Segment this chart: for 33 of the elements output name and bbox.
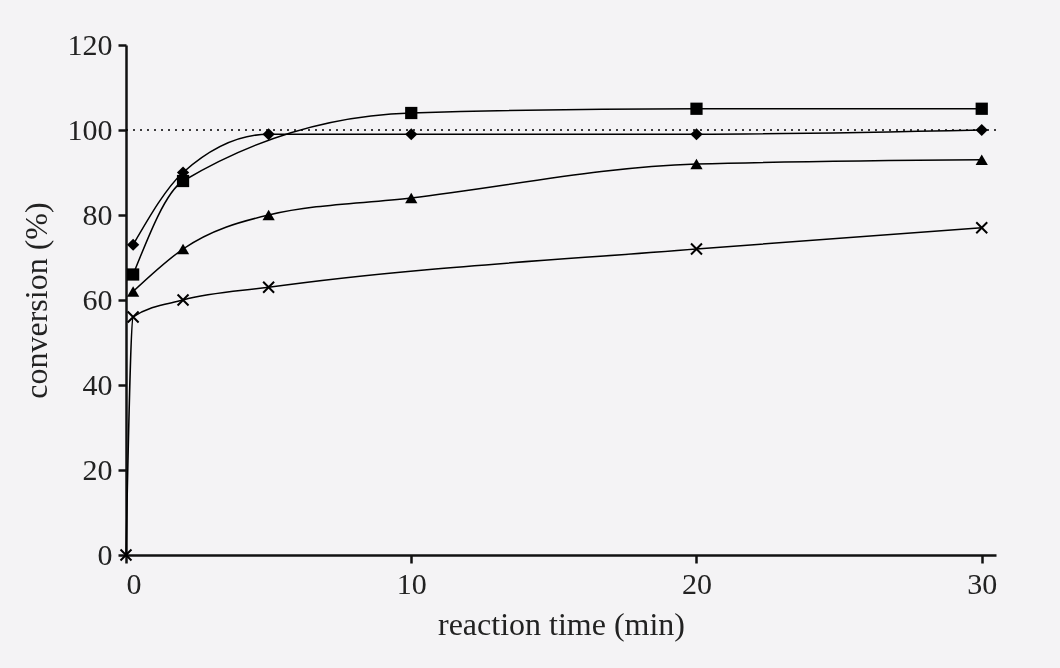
- point: [975, 221, 989, 235]
- y-tick-label: 0: [97, 537, 113, 571]
- point: [127, 238, 140, 251]
- point: [975, 102, 988, 115]
- point: [975, 154, 988, 166]
- x-tick-label: 20: [681, 566, 712, 600]
- point: [262, 280, 276, 294]
- point: [176, 243, 190, 255]
- point: [690, 128, 703, 141]
- x-axis-title: reaction time (min): [437, 605, 686, 642]
- point: [690, 158, 703, 170]
- point: [690, 102, 703, 115]
- point: [126, 310, 140, 324]
- y-tick-label: 120: [67, 27, 113, 61]
- point: [176, 293, 190, 307]
- x-tick-label: 0: [126, 566, 142, 600]
- x-tick-label: 10: [396, 566, 427, 600]
- point: [127, 286, 140, 297]
- y-tick-label: 20: [82, 452, 113, 486]
- point: [975, 123, 988, 137]
- point: [262, 128, 275, 141]
- point: [690, 242, 703, 256]
- point: [262, 209, 275, 221]
- x-tick-label: 30: [967, 566, 998, 600]
- y-tick-label: 100: [67, 112, 113, 146]
- point: [405, 106, 418, 120]
- y-tick-label: 60: [82, 282, 113, 316]
- y-tick-label: 80: [82, 197, 113, 231]
- y-tick-label: 40: [82, 367, 113, 401]
- y-axis-title: conversion (%): [17, 202, 54, 399]
- point: [405, 192, 418, 204]
- point: [127, 268, 140, 281]
- point: [405, 128, 418, 141]
